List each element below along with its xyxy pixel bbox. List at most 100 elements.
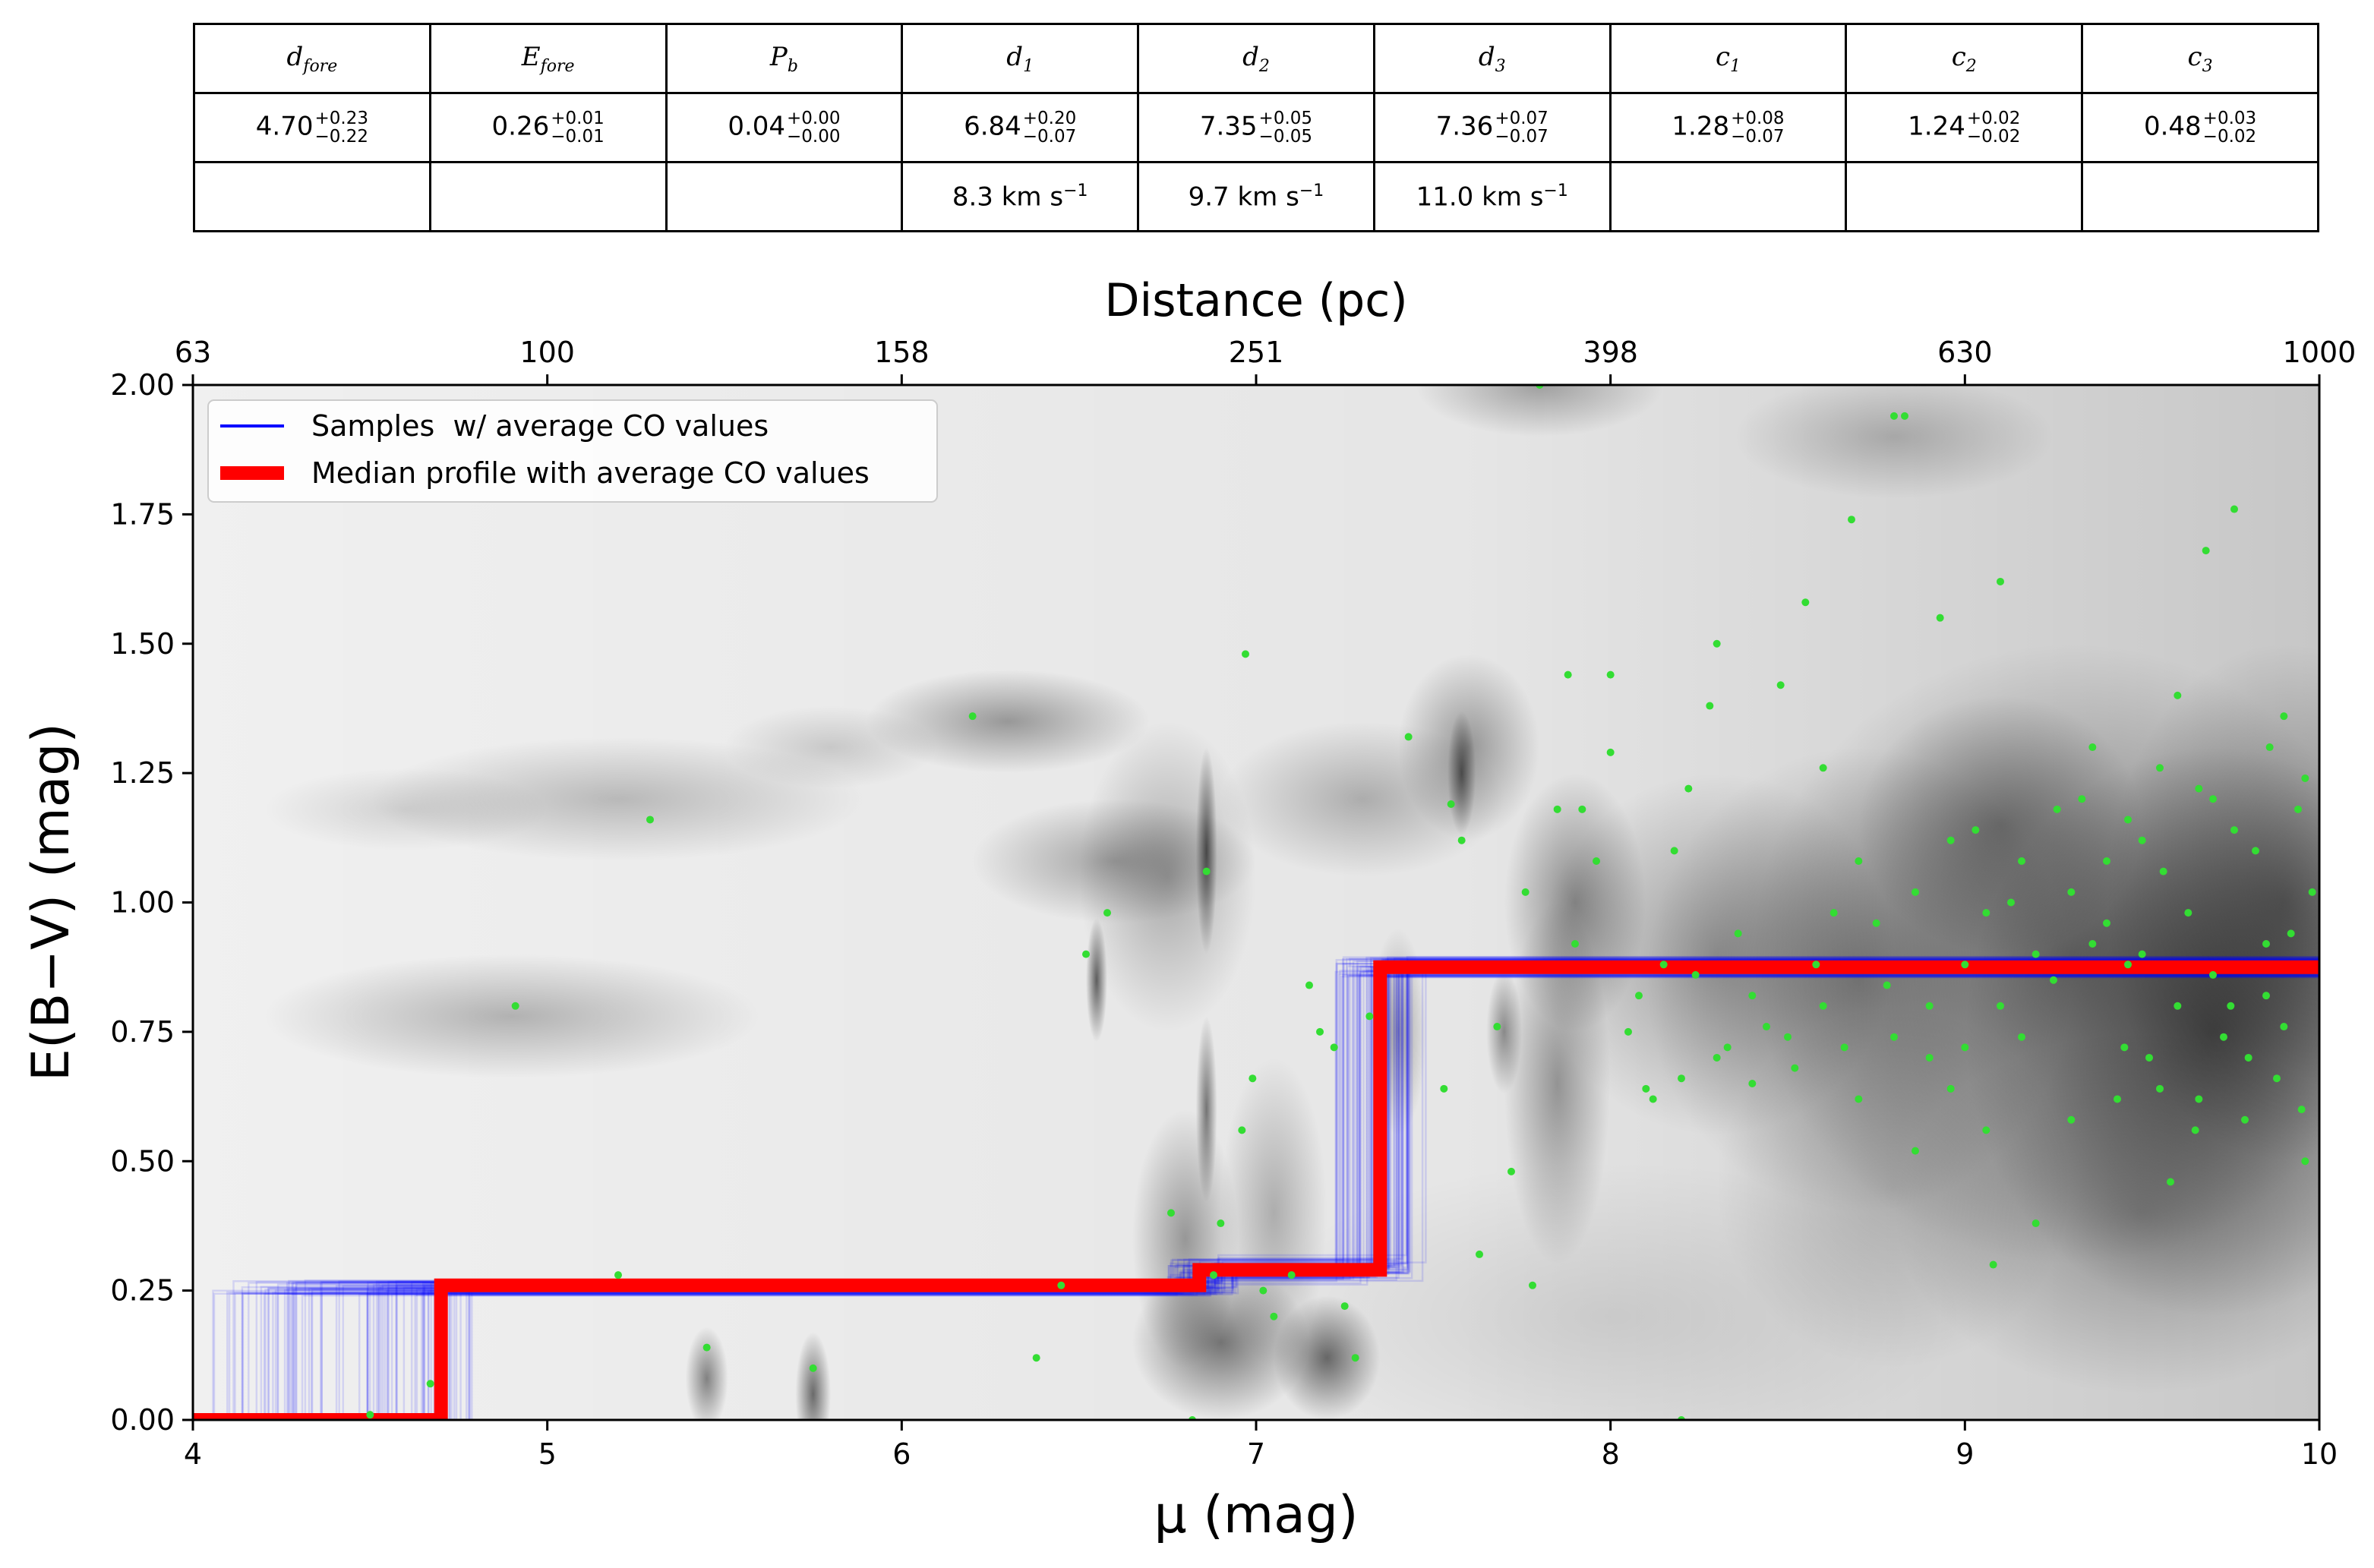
star-point — [1763, 1023, 1770, 1031]
x-tick-label: 9 — [1956, 1437, 1974, 1471]
star-point — [2280, 1023, 2288, 1031]
sample-profile-line — [193, 970, 2319, 1420]
star-point — [1316, 1027, 1324, 1036]
sample-profile-line — [193, 967, 2319, 1420]
star-point — [2297, 1106, 2306, 1114]
star-point — [1748, 992, 1757, 1000]
sample-profile-line — [193, 968, 2319, 1420]
star-point — [2031, 1219, 2040, 1228]
star-point — [2191, 1126, 2199, 1134]
star-point — [1855, 1095, 1863, 1103]
star-point — [1447, 800, 1455, 809]
star-point — [1912, 1147, 1919, 1155]
legend-box — [207, 399, 938, 503]
star-point — [1801, 598, 1810, 607]
value-text: 0.26 — [491, 111, 550, 142]
star-point — [2230, 826, 2238, 834]
sample-profile-line — [193, 955, 2319, 1420]
star-point — [1103, 909, 1111, 917]
header-subscript: 1 — [1730, 56, 1741, 76]
header-subscript: b — [787, 56, 798, 76]
sample-profile-line — [193, 975, 2319, 1420]
y-tick-label: 0.00 — [110, 1403, 175, 1437]
star-point — [1890, 412, 1898, 420]
header-symbol: P — [769, 41, 788, 72]
star-point — [2114, 1095, 2121, 1103]
header-subscript: fore — [540, 56, 575, 76]
y-tick-label: 0.25 — [110, 1274, 175, 1308]
density-blob — [1195, 747, 1217, 954]
star-point — [2195, 1095, 2203, 1103]
star-point — [2230, 505, 2238, 513]
velocity-text: 9.7 km s — [1188, 181, 1299, 213]
star-point — [1684, 784, 1693, 793]
value-text: 6.84 — [964, 111, 1021, 142]
star-point — [2138, 950, 2146, 958]
star-point — [968, 712, 977, 721]
star-point — [2088, 940, 2097, 948]
header-symbol: c — [2187, 41, 2202, 72]
star-point — [1961, 961, 1969, 969]
star-point — [2280, 712, 2288, 721]
legend-label-samples: Samples w/ average CO values — [311, 409, 769, 443]
star-point — [2156, 764, 2164, 772]
star-point — [1925, 1002, 1934, 1010]
sample-profile-line — [193, 970, 2319, 1420]
star-point — [1249, 1074, 1257, 1083]
sample-profile-line — [193, 967, 2319, 1420]
star-point — [1872, 919, 1880, 927]
star-point — [2184, 909, 2192, 917]
sample-profile-line — [193, 963, 2319, 1420]
density-blob — [1735, 385, 2054, 499]
density-heatmap — [193, 385, 2319, 1420]
density-blob — [1486, 970, 1522, 1094]
star-point — [2209, 970, 2217, 979]
star-point — [1270, 1312, 1278, 1320]
sample-profile-line — [193, 959, 2319, 1420]
star-point — [809, 1364, 817, 1372]
top-tick-label: 251 — [1229, 336, 1284, 369]
table-value-cell: 0.04+0.00 −0.00 — [665, 92, 904, 163]
sample-profile-line — [193, 970, 2319, 1420]
star-point — [1606, 670, 1615, 679]
sample-profile-line — [193, 959, 2319, 1420]
sample-profile-line — [193, 962, 2319, 1420]
star-point — [1440, 1084, 1448, 1093]
density-blob — [1858, 695, 2142, 954]
value-text: 4.70 — [255, 111, 314, 142]
star-point — [2202, 547, 2210, 555]
star-point — [2018, 1033, 2025, 1041]
star-point — [1476, 1250, 1483, 1258]
table-value-cell: 1.24+0.02 −0.02 — [1845, 92, 2084, 163]
star-point — [646, 816, 654, 824]
star-point — [1167, 1209, 1175, 1217]
star-point — [426, 1380, 434, 1388]
median-profile — [193, 960, 2319, 1420]
star-point — [1529, 1281, 1536, 1289]
sample-profile-line — [193, 973, 2319, 1420]
density-blob — [1256, 1161, 1965, 1420]
parameter-table: dfore Efore Pb d1 d2 d3 c1 c2 c3 4.70+0.23 −0.22 0… — [193, 23, 2319, 232]
table-value-cell: 7.36+0.07 −0.07 — [1372, 92, 1612, 163]
lower-error: −0.07 — [1022, 127, 1077, 147]
header-subscript: 3 — [2202, 56, 2213, 76]
star-point — [1925, 1053, 1934, 1062]
star-point — [2145, 1053, 2153, 1062]
star-point — [2007, 898, 2015, 907]
y-tick-label: 1.00 — [110, 886, 175, 920]
star-point — [1901, 412, 1908, 420]
header-subscript: 3 — [1495, 56, 1506, 76]
star-point — [1242, 650, 1249, 658]
star-point — [2262, 992, 2270, 1000]
star-point — [2262, 940, 2270, 948]
star-point — [2067, 888, 2076, 896]
table-value-cell: 4.70+0.23 −0.22 — [193, 92, 431, 163]
x-axis-label: μ (mag) — [1154, 1485, 1358, 1545]
star-point — [2167, 1178, 2174, 1186]
star-point — [1553, 805, 1561, 813]
star-point — [702, 1343, 711, 1352]
star-point — [1330, 1043, 1338, 1052]
star-point — [1210, 1271, 1217, 1279]
star-point — [2220, 1033, 2227, 1041]
